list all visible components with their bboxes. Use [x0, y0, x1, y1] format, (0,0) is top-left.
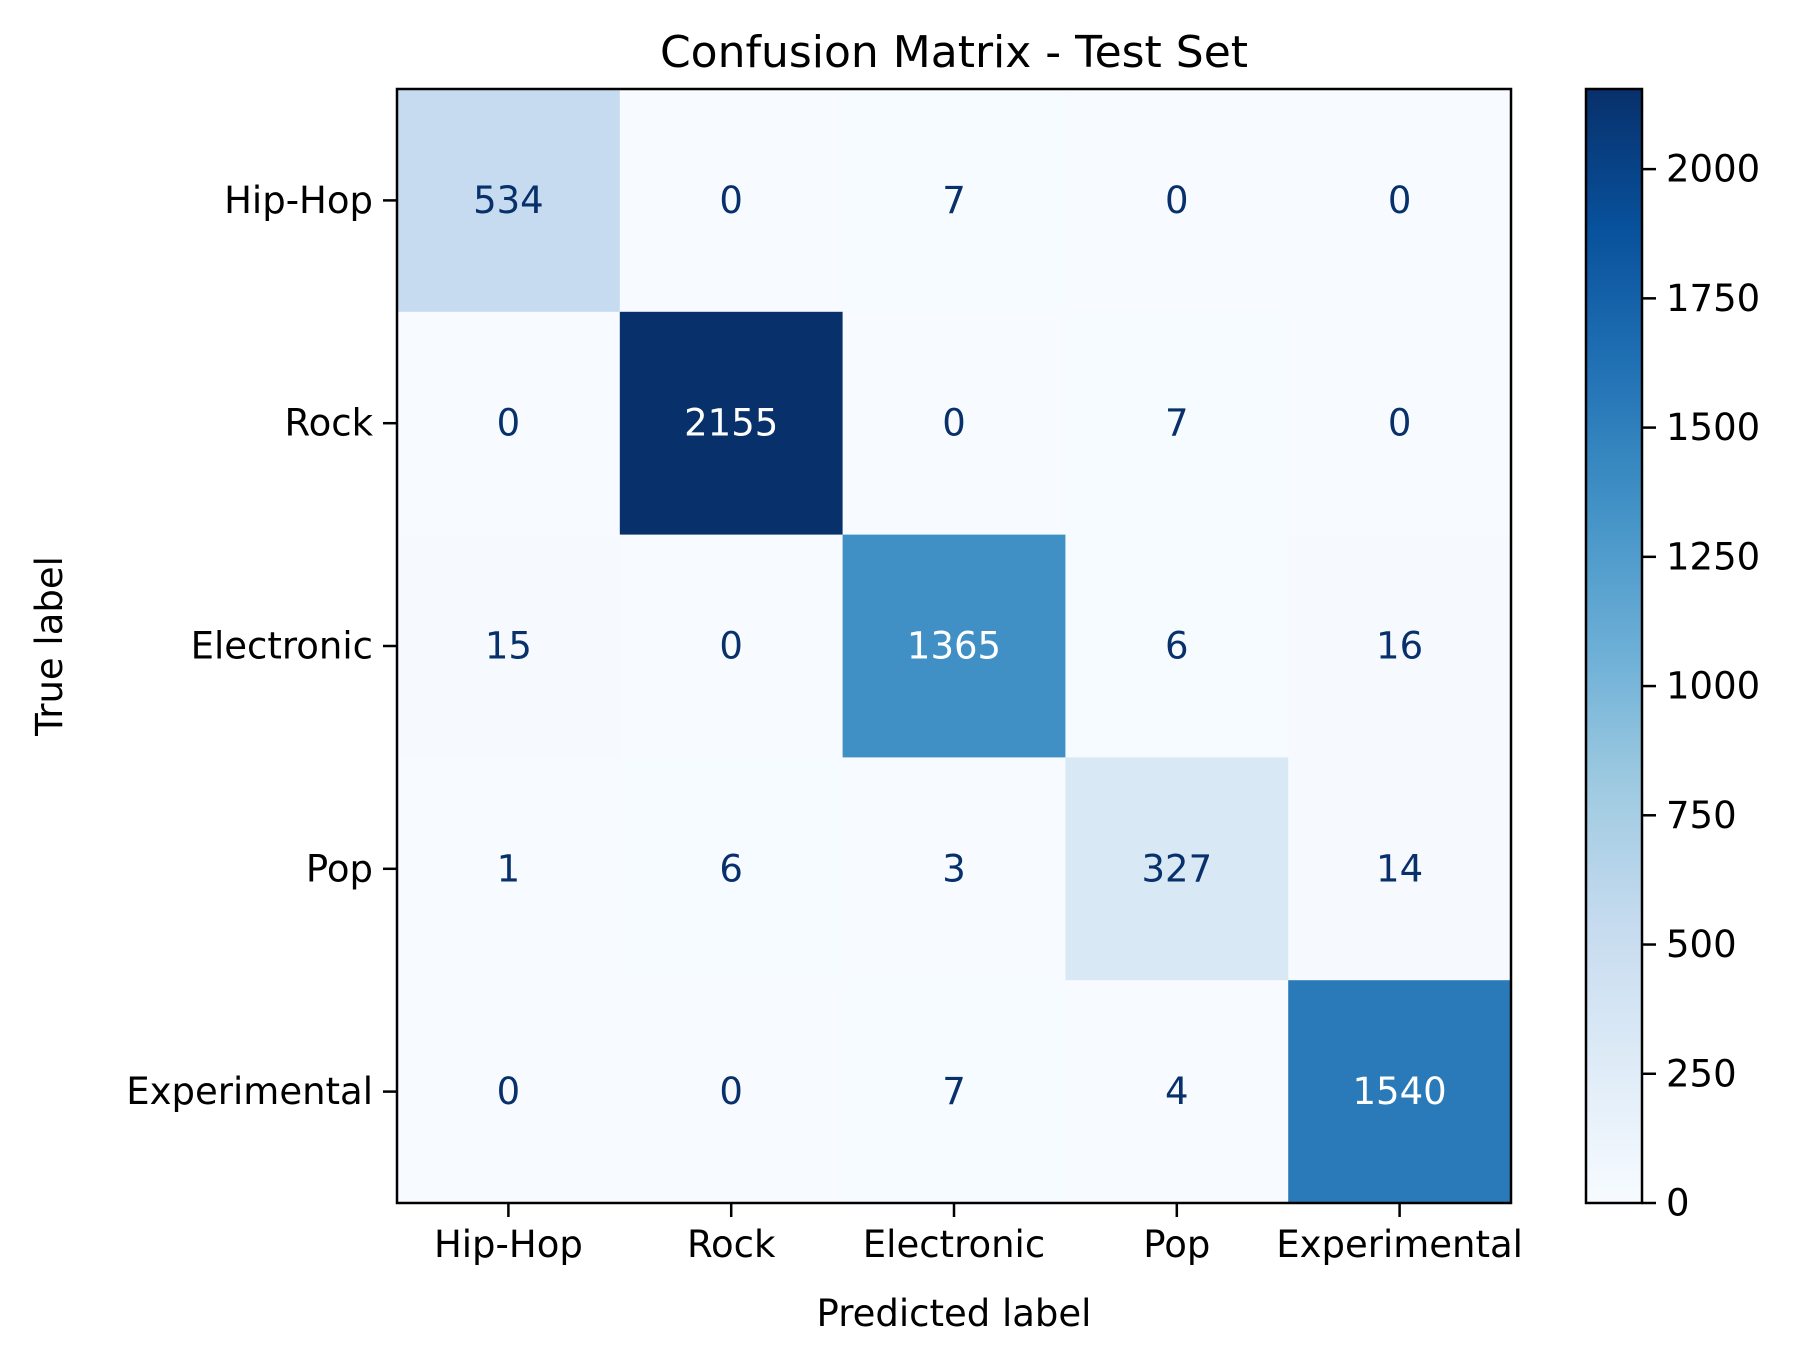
y-axis-ticks: Hip-Hop Rock Electronic Pop Experimental — [126, 179, 397, 1113]
heatmap-cell — [1288, 89, 1512, 313]
cell-value-label: 16 — [1376, 625, 1423, 668]
x-tick-label: Pop — [1143, 1223, 1210, 1266]
heatmap-cell — [1288, 311, 1512, 536]
heatmap-cell — [619, 89, 844, 313]
colorbar-tick-label: 0 — [1666, 1182, 1690, 1225]
heatmap-cell — [397, 757, 621, 981]
x-tick-label: Hip-Hop — [434, 1223, 583, 1266]
cell-value-label: 6 — [719, 847, 743, 890]
heatmap-cell — [397, 980, 621, 1204]
cell-value-label: 7 — [942, 179, 966, 222]
heatmap-cell — [619, 311, 844, 536]
colorbar-tick-label: 500 — [1666, 923, 1737, 966]
heatmap-cell — [1288, 757, 1512, 981]
y-tick-label: Rock — [285, 402, 374, 445]
heatmap-cell — [842, 89, 1066, 313]
cell-value-label: 327 — [1141, 847, 1212, 890]
y-axis-label: True label — [28, 556, 71, 737]
cell-value-label: 4 — [1165, 1070, 1189, 1113]
cell-value-label: 1 — [497, 847, 521, 890]
heatmap-cell — [842, 534, 1066, 758]
colorbar-tick-label: 1000 — [1666, 665, 1760, 708]
cell-value-label: 0 — [497, 1070, 521, 1113]
y-tick-label: Experimental — [126, 1070, 373, 1113]
colorbar-tick-label: 1750 — [1666, 277, 1760, 320]
cell-value-label: 15 — [485, 625, 532, 668]
colorbar-tick-label: 1500 — [1666, 406, 1760, 449]
heatmap-cell — [397, 311, 621, 536]
heatmap-cell — [1065, 89, 1289, 313]
heatmap-cell — [842, 980, 1066, 1204]
y-tick-label: Pop — [306, 847, 373, 890]
colorbar — [1584, 87, 1644, 1205]
heatmap-cell — [1288, 534, 1512, 758]
x-tick-label: Electronic — [863, 1223, 1045, 1266]
heatmap-cell — [619, 980, 844, 1204]
heatmap-cell — [1065, 534, 1289, 758]
heatmap-cell — [1065, 980, 1289, 1204]
heatmap-cell — [842, 311, 1066, 536]
colorbar-tick-label: 2000 — [1666, 148, 1760, 191]
colorbar-tick-label: 250 — [1666, 1052, 1737, 1095]
heatmap-cell — [1288, 980, 1512, 1204]
colorbar-tick-label: 1250 — [1666, 535, 1760, 578]
x-tick-label: Rock — [687, 1223, 776, 1266]
cell-value-label: 6 — [1165, 625, 1189, 668]
cell-value-label: 1365 — [907, 625, 1001, 668]
heatmap-cells — [397, 89, 1512, 1204]
cell-value-label: 534 — [473, 179, 544, 222]
heatmap-cell — [397, 534, 621, 758]
colorbar-tick-label: 750 — [1666, 794, 1737, 837]
heatmap-cell — [1065, 311, 1289, 536]
cell-value-label: 0 — [1388, 402, 1412, 445]
heatmap-cell — [842, 757, 1066, 981]
cell-value-label: 0 — [719, 1070, 743, 1113]
heatmap-cell — [619, 757, 844, 981]
y-tick-label: Hip-Hop — [224, 179, 373, 222]
cell-value-label: 14 — [1376, 847, 1423, 890]
cell-value-label: 0 — [1165, 179, 1189, 222]
x-tick-label: Experimental — [1276, 1223, 1523, 1266]
cell-value-label: 1540 — [1353, 1070, 1447, 1113]
cell-value-label: 0 — [942, 402, 966, 445]
cell-value-label: 2155 — [684, 402, 778, 445]
x-axis-label: Predicted label — [817, 1292, 1092, 1335]
y-tick-label: Electronic — [191, 625, 373, 668]
cell-value-label: 0 — [497, 402, 521, 445]
chart-title: Confusion Matrix - Test Set — [660, 27, 1248, 78]
cell-value-label: 7 — [1165, 402, 1189, 445]
colorbar-ticks: 0 250 500 750 1000 1250 1500 1750 2000 — [1642, 148, 1760, 1225]
cell-value-label: 0 — [1388, 179, 1412, 222]
x-axis-ticks: Hip-Hop Rock Electronic Pop Experimental — [434, 1203, 1523, 1266]
cell-value-label: 3 — [942, 847, 966, 890]
heatmap-cell — [1065, 757, 1289, 981]
heatmap-cell — [619, 534, 844, 758]
cell-value-labels: 534 0 7 0 00 2155 0 7 015 0 1365 6 161 6 3 327 140 0 7 4 154… — [473, 179, 1447, 1113]
heatmap-cell — [397, 89, 621, 313]
cell-value-label: 0 — [719, 625, 743, 668]
cell-value-label: 0 — [719, 179, 743, 222]
cell-value-label: 7 — [942, 1070, 966, 1113]
